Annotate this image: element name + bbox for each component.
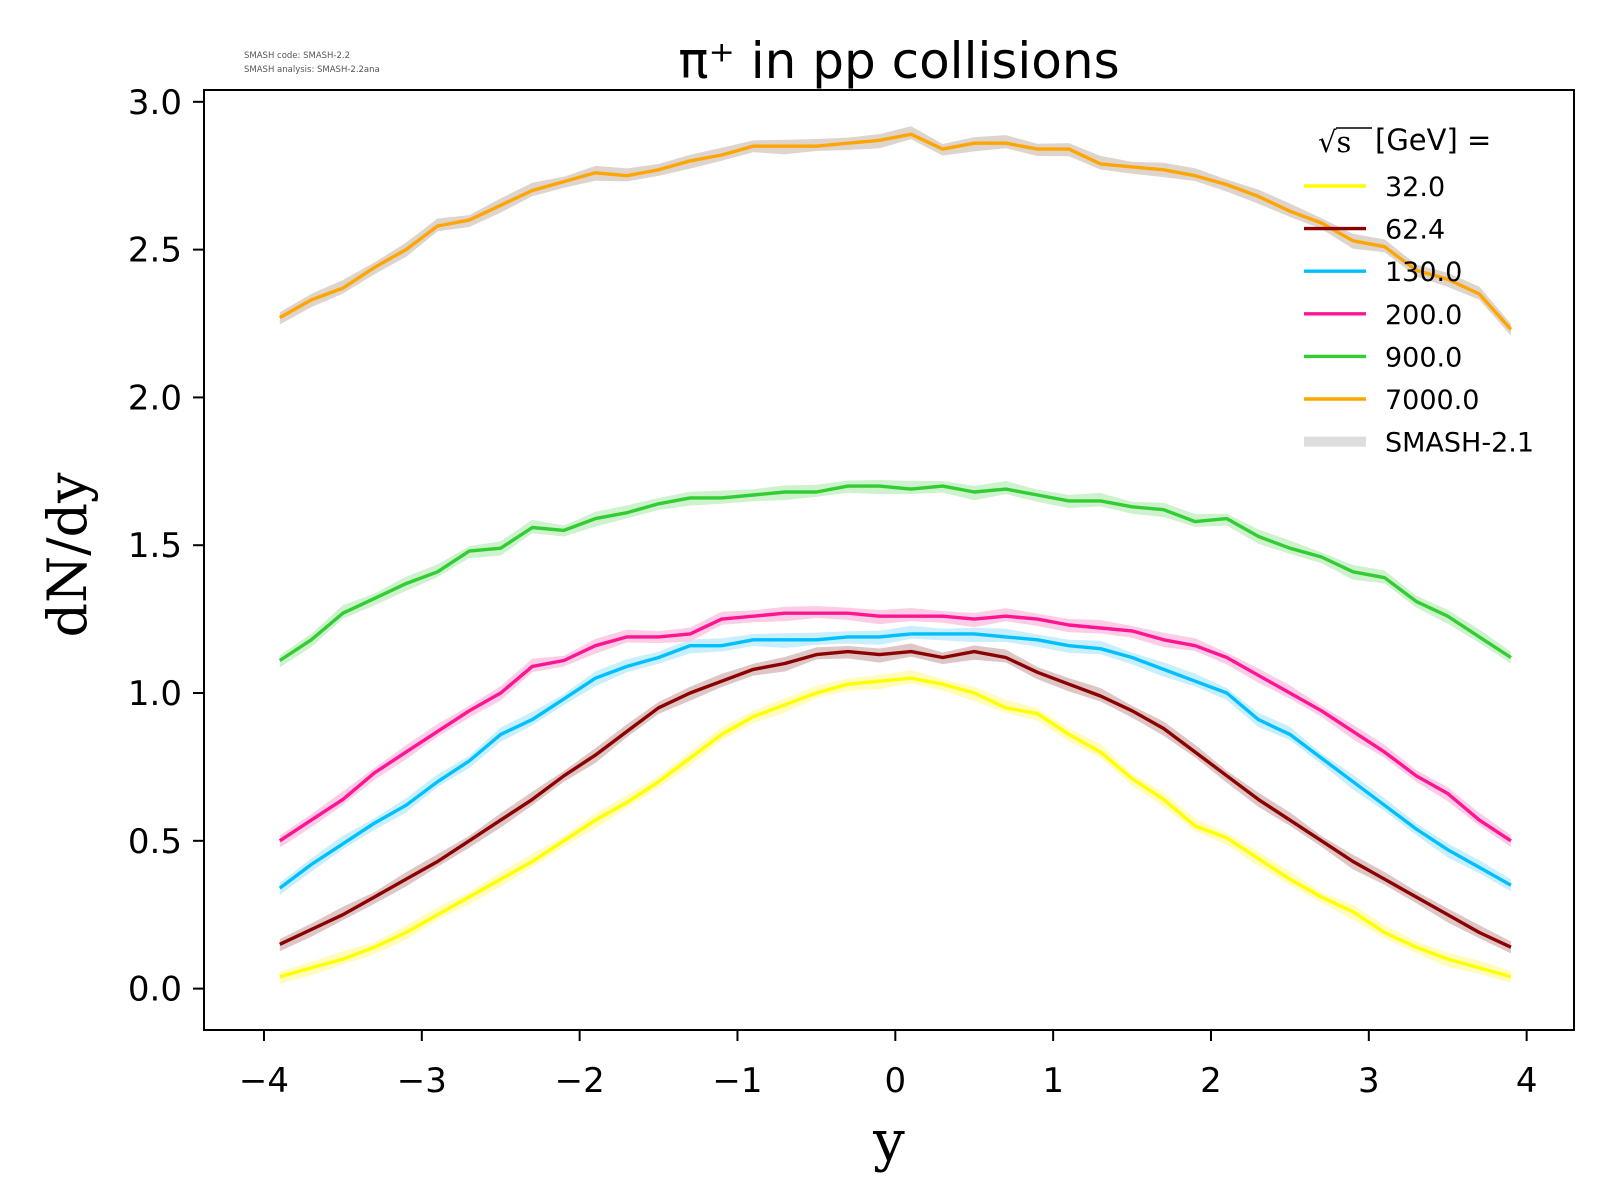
reference-band-62-4 [279,643,1511,954]
x-tick-label: −3 [397,1061,447,1101]
series-line-7000-0 [278,132,1513,331]
legend-label: 200.0 [1385,300,1462,331]
legend-title-unit: [GeV] = [1375,123,1491,157]
y-tick-label: 1.5 [128,526,182,566]
x-tick-label: 0 [884,1061,906,1101]
legend-label: SMASH-2.1 [1385,428,1534,459]
chart-title: π⁺ in pp collisions [678,32,1119,90]
legend-title-sqrt: √s [1318,125,1351,159]
x-tick-label: 4 [1516,1061,1538,1101]
series-line-200-0 [278,611,1512,843]
legend-label: 7000.0 [1385,385,1479,416]
x-axis: −4 −3 −2 −1 0 1 2 3 4 [239,1030,1538,1101]
legend-label: 62.4 [1385,215,1445,246]
y-tick-label: 2.5 [128,231,182,271]
watermark-code: SMASH code: SMASH-2.2 [244,51,350,61]
x-tick-label: −2 [555,1061,605,1101]
series-line-32-0 [279,676,1512,979]
y-tick-label: 0.0 [128,970,182,1010]
x-tick-label: −1 [712,1061,762,1101]
x-tick-label: −4 [239,1061,289,1101]
x-axis-label: y [872,1109,905,1174]
x-tick-label: 1 [1042,1061,1064,1101]
y-axis-label: dN/dy [36,472,99,638]
legend-label: 900.0 [1385,342,1462,373]
watermark: SMASH code: SMASH-2.2 SMASH analysis: SM… [244,51,380,75]
y-axis: 0.0 0.5 1.0 1.5 2.0 2.5 3.0 [128,83,204,1010]
x-tick-label: 3 [1358,1061,1380,1101]
plot-frame [203,89,1575,1031]
y-tick-label: 1.0 [128,674,182,714]
legend: √s [GeV] = 32.0 62.4 130.0 200.0 900.0 7000.0 S… [1304,123,1534,459]
y-tick-label: 2.0 [128,378,182,418]
legend-label: 130.0 [1385,257,1462,288]
y-tick-label: 3.0 [128,83,182,123]
reference-band-200-0 [279,606,1511,848]
x-tick-label: 2 [1200,1061,1222,1101]
series-lines [278,132,1513,979]
y-tick-label: 0.5 [128,822,182,862]
watermark-analysis: SMASH analysis: SMASH-2.2ana [244,65,380,75]
series-line-900-0 [278,484,1512,662]
reference-band-900-0 [279,480,1511,668]
legend-label: 32.0 [1385,172,1445,203]
series-line-62-4 [279,649,1512,949]
series-line-130-0 [278,632,1512,890]
